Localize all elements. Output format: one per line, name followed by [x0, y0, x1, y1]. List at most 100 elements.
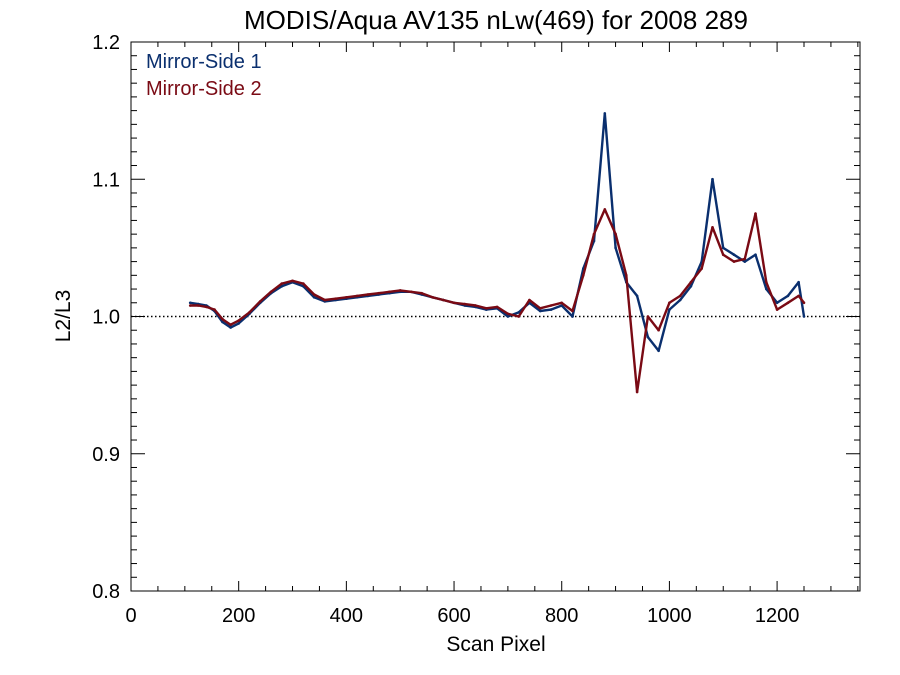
data-point-mirror-side-1 — [765, 287, 768, 291]
data-point-mirror-side-2 — [765, 280, 768, 284]
data-point-mirror-side-1 — [517, 311, 520, 314]
data-point-mirror-side-2 — [506, 312, 510, 316]
data-point-mirror-side-2 — [280, 282, 284, 285]
data-point-mirror-side-2 — [657, 328, 660, 332]
data-point-mirror-side-2 — [635, 390, 639, 394]
data-point-mirror-side-1 — [721, 246, 725, 250]
data-point-mirror-side-2 — [700, 267, 703, 270]
data-point-mirror-side-2 — [377, 291, 381, 295]
data-point-mirror-side-2 — [592, 232, 596, 236]
data-point-mirror-side-2 — [355, 294, 359, 298]
data-point-mirror-side-2 — [689, 280, 693, 284]
data-point-mirror-side-2 — [237, 319, 240, 322]
data-point-mirror-side-2 — [388, 290, 391, 294]
data-point-mirror-side-2 — [442, 298, 445, 302]
data-point-mirror-side-2 — [797, 294, 800, 298]
data-point-mirror-side-2 — [614, 232, 617, 236]
legend-entry-mirror-side-1: Mirror-Side 1 — [146, 51, 262, 73]
data-point-mirror-side-2 — [291, 279, 294, 283]
data-point-mirror-side-2 — [571, 309, 574, 313]
data-point-mirror-side-2 — [786, 301, 790, 305]
data-point-mirror-side-1 — [229, 326, 232, 329]
chart-title: MODIS/Aqua AV135 nLw(469) for 2008 289 — [244, 5, 748, 35]
data-point-mirror-side-1 — [775, 301, 779, 305]
data-point-mirror-side-1 — [646, 335, 650, 339]
data-point-mirror-side-2 — [721, 253, 725, 256]
x-tick-label: 1000 — [647, 605, 692, 627]
y-tick-label: 0.9 — [92, 444, 120, 466]
data-point-mirror-side-2 — [258, 300, 262, 303]
data-point-mirror-side-1 — [549, 308, 553, 311]
data-point-mirror-side-1 — [754, 253, 757, 256]
data-point-mirror-side-1 — [312, 296, 316, 299]
data-point-mirror-side-2 — [366, 293, 370, 296]
data-point-mirror-side-2 — [431, 296, 434, 299]
data-point-mirror-side-1 — [538, 309, 542, 313]
data-point-mirror-side-2 — [560, 301, 563, 305]
y-tick-label: 0.8 — [92, 581, 120, 603]
data-point-mirror-side-2 — [205, 305, 208, 309]
data-point-mirror-side-2 — [732, 260, 736, 263]
data-point-mirror-side-2 — [743, 257, 747, 261]
data-point-mirror-side-2 — [420, 291, 424, 295]
data-point-mirror-side-1 — [743, 260, 747, 263]
data-point-mirror-side-1 — [786, 294, 790, 298]
x-tick-label: 600 — [437, 605, 470, 627]
data-point-mirror-side-2 — [485, 307, 488, 310]
x-tick-label: 800 — [545, 605, 578, 627]
data-point-mirror-side-1 — [732, 253, 736, 256]
data-point-mirror-side-2 — [197, 304, 200, 307]
data-point-mirror-side-2 — [603, 208, 607, 211]
series-line-mirror-side-1 — [190, 112, 806, 352]
data-point-mirror-side-2 — [221, 317, 224, 321]
data-point-mirror-side-2 — [452, 301, 456, 305]
data-point-mirror-side-1 — [657, 349, 660, 353]
series-group — [188, 112, 806, 394]
data-point-mirror-side-1 — [506, 315, 510, 318]
data-point-mirror-side-2 — [549, 304, 553, 307]
data-point-mirror-side-1 — [711, 177, 714, 181]
data-point-mirror-side-1 — [678, 298, 682, 302]
data-point-mirror-side-2 — [678, 294, 682, 298]
data-point-mirror-side-2 — [323, 298, 327, 302]
data-point-mirror-side-2 — [248, 311, 251, 314]
data-point-mirror-side-2 — [754, 212, 757, 215]
data-point-mirror-side-1 — [571, 315, 574, 318]
x-tick-label: 0 — [125, 605, 136, 627]
x-axis-label: Scan Pixel — [446, 633, 545, 656]
series-line-mirror-side-2 — [190, 208, 805, 394]
data-point-mirror-side-2 — [775, 308, 779, 311]
data-point-mirror-side-2 — [711, 226, 714, 229]
data-point-mirror-side-1 — [221, 320, 224, 324]
data-point-mirror-side-2 — [538, 307, 542, 310]
y-axis-label: L2/L3 — [52, 290, 75, 343]
data-point-mirror-side-1 — [237, 322, 240, 325]
data-point-mirror-side-2 — [495, 305, 499, 309]
data-point-mirror-side-2 — [802, 301, 806, 305]
data-point-mirror-side-2 — [398, 289, 402, 292]
data-point-mirror-side-2 — [625, 274, 628, 277]
data-point-mirror-side-1 — [188, 301, 192, 305]
y-tick-label: 1.0 — [92, 307, 120, 329]
data-point-mirror-side-2 — [646, 315, 650, 318]
data-point-mirror-side-1 — [689, 285, 693, 288]
y-tick-label: 1.2 — [92, 32, 120, 54]
data-point-mirror-side-1 — [560, 304, 563, 307]
data-point-mirror-side-2 — [213, 308, 216, 311]
x-tick-label: 1200 — [755, 605, 800, 627]
data-point-mirror-side-2 — [668, 301, 671, 305]
x-axis-ticks: 0 200 400 600 800 1000 1200 — [125, 42, 859, 627]
data-point-mirror-side-1 — [635, 294, 639, 298]
data-point-mirror-side-2 — [474, 304, 477, 307]
data-point-mirror-side-2 — [188, 304, 192, 307]
data-point-mirror-side-1 — [797, 280, 800, 284]
data-point-mirror-side-2 — [334, 297, 337, 301]
y-axis-ticks: 0.8 0.9 1.0 1.1 1.2 — [92, 32, 860, 603]
data-point-mirror-side-1 — [614, 246, 617, 250]
data-point-mirror-side-2 — [582, 274, 585, 277]
x-tick-label: 200 — [222, 605, 255, 627]
y-tick-label: 1.1 — [92, 169, 120, 191]
data-point-mirror-side-2 — [302, 282, 305, 285]
data-point-mirror-side-2 — [229, 323, 232, 327]
